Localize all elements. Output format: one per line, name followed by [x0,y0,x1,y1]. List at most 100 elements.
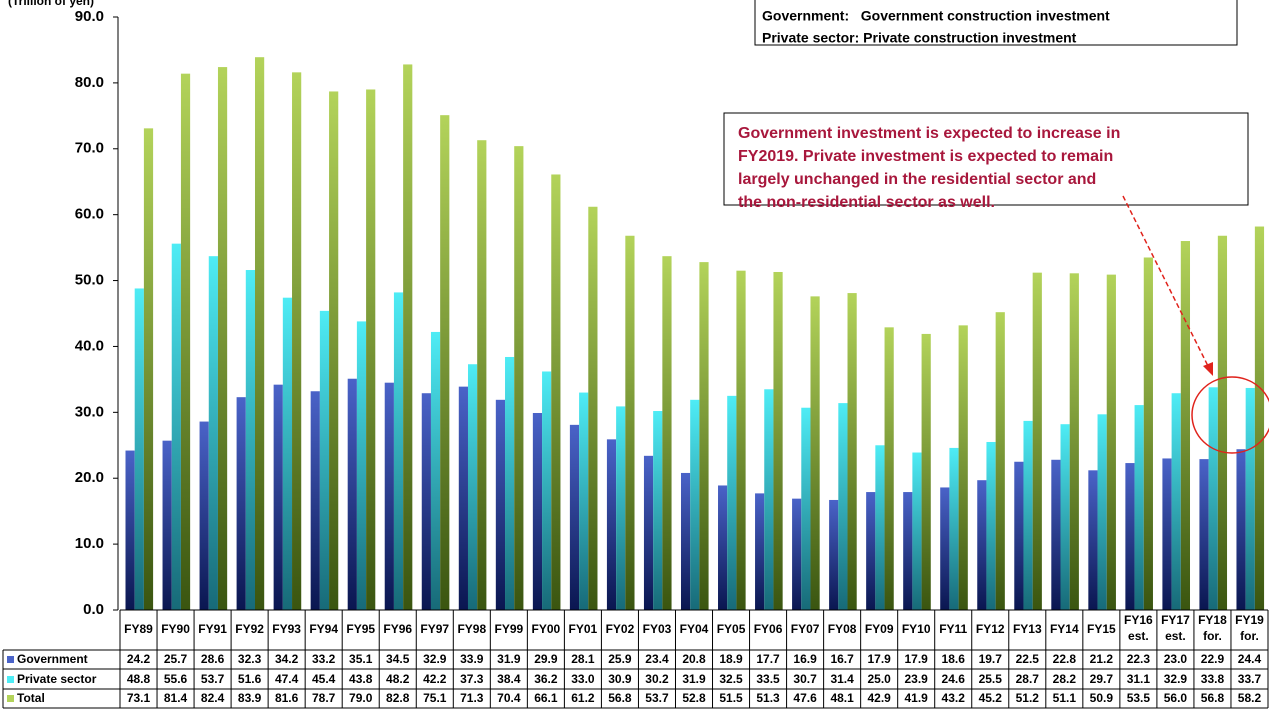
table-cell: 51.5 [719,691,743,705]
table-cell: 78.7 [312,691,336,705]
table-cell: 56.8 [608,691,632,705]
bar [1162,458,1172,610]
table-cell: 30.7 [793,672,817,686]
x-tick-label: FY97 [420,622,449,636]
x-tick-label: FY17 est. [1161,613,1190,643]
bar [329,91,339,610]
legend-note: Government: Government construction inve… [762,8,1110,24]
table-cell: 56.0 [1164,691,1188,705]
table-cell: 20.8 [682,652,706,666]
annotation: largely unchanged in the residential sec… [738,171,1096,188]
bar [921,333,931,610]
x-tick-label: FY01 [569,622,598,636]
table-cell: 51.3 [756,691,780,705]
table-cell: 51.2 [1016,691,1040,705]
table-cell: 43.2 [942,691,966,705]
bar [1014,461,1024,610]
table-cell: 51.6 [238,672,262,686]
bar [875,445,885,610]
table-cell: 58.2 [1238,691,1262,705]
bar [551,174,561,611]
table-cell: 43.8 [349,672,373,686]
table-cell: 32.5 [719,672,743,686]
bar [1236,449,1246,610]
annotation: the non-residential sector as well. [738,194,995,211]
y-tick-label: 70.0 [75,140,104,157]
bar [282,297,293,610]
table-cell: 38.4 [497,672,521,686]
table-cell: 35.1 [349,652,373,666]
bar [912,452,922,610]
bar [838,403,848,610]
table-cell: 31.4 [830,672,854,686]
table-cell: 17.7 [756,652,780,666]
annotation: Government investment is expected to inc… [738,125,1120,142]
table-cell: 19.7 [979,652,1003,666]
table-cell: 28.6 [201,652,225,666]
x-tick-label: FY15 [1087,622,1116,636]
x-tick-label: FY16 est. [1124,613,1153,643]
table-cell: 83.9 [238,691,262,705]
bar [764,389,774,610]
x-tick-label: FY96 [383,622,412,636]
table-cell: 45.4 [312,672,336,686]
bar [810,296,820,610]
y-tick-label: 90.0 [75,8,104,25]
x-tick-label: FY04 [680,622,709,636]
table-cell: 22.3 [1127,652,1151,666]
bar [1199,459,1209,610]
table-cell: 28.7 [1016,672,1040,686]
y-tick-label: 30.0 [75,403,104,420]
table-cell: 31.9 [497,652,521,666]
bar [1106,274,1116,610]
annotation-box [723,112,1249,206]
y-tick-label: 0.0 [83,601,104,618]
bar [273,384,283,610]
y-tick-label: 40.0 [75,337,104,354]
table-cell: 33.7 [1238,672,1262,686]
bar [162,440,172,610]
legend-swatch [7,656,14,663]
x-tick-label: FY06 [754,622,783,636]
bar [773,271,783,610]
bar [1069,273,1079,610]
bar [1245,387,1255,610]
table-cell: 33.2 [312,652,336,666]
bar [699,262,709,610]
bar [588,206,598,610]
y-tick-label: 80.0 [75,74,104,91]
bar [653,411,663,610]
bar [755,493,765,610]
table-cell: 36.2 [534,672,558,686]
bar [1125,463,1135,610]
table-cell: 45.2 [979,691,1003,705]
bar [1217,235,1228,611]
x-tick-label: FY92 [235,622,264,636]
bar [1134,405,1144,610]
legend-note-box [754,0,1238,46]
table-cell: 61.2 [571,691,595,705]
bar [662,256,672,610]
bar [366,89,376,610]
bar [958,325,968,610]
bar [421,393,431,610]
bar [393,292,404,610]
x-tick-label: FY13 [1013,622,1042,636]
bar [495,399,506,610]
bar [680,472,691,610]
bar [217,67,228,610]
bar [949,447,959,610]
table-cell: 33.8 [1201,672,1225,686]
table-cell: 30.9 [608,672,632,686]
table-cell: 75.1 [423,691,447,705]
table-cell: 28.2 [1053,672,1077,686]
table-cell: 24.4 [1238,652,1262,666]
bar [143,128,154,610]
x-tick-label: FY03 [643,622,672,636]
bar [1051,459,1061,610]
table-cell: 53.5 [1127,691,1151,705]
table-cell: 25.5 [979,672,1003,686]
x-tick-label: FY99 [494,622,523,636]
table-cell: 79.0 [349,691,373,705]
table-cell: 33.9 [460,652,484,666]
